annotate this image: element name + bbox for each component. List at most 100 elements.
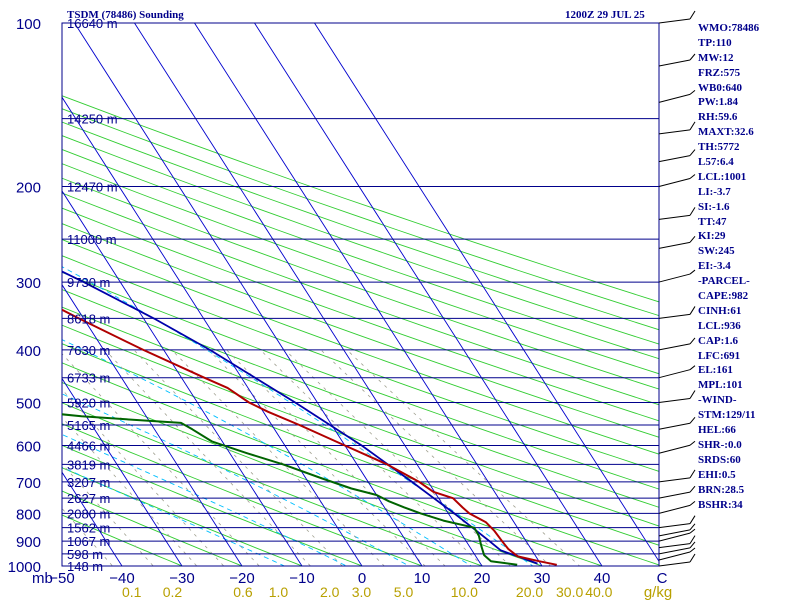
panel-item: RH:59.6	[698, 111, 738, 124]
panel-item: BSHR:34	[698, 498, 743, 511]
mixing-ratio-line	[171, 349, 385, 566]
pressure-label: 300	[16, 275, 41, 292]
panel-item: CAPE:982	[698, 290, 749, 303]
panel-item: -PARCEL-	[698, 275, 750, 288]
height-label: 148 m	[67, 559, 103, 574]
moist-adiabat	[62, 434, 348, 566]
wind-barb	[658, 59, 691, 67]
wind-barb-flag	[689, 89, 696, 95]
temperature-tick-label: C	[657, 570, 668, 587]
dewpoint-line	[62, 413, 518, 566]
isotherm	[62, 377, 183, 566]
mixing-ratio-line	[62, 507, 114, 566]
mixing-ratio-label: 20.0	[516, 584, 543, 600]
dry-adiabat	[62, 108, 659, 317]
height-label: 3207 m	[67, 475, 110, 490]
mixing-ratio-line	[62, 463, 154, 566]
pressure-label: 900	[16, 534, 41, 551]
pressure-label: 600	[16, 439, 41, 456]
dry-adiabat	[62, 289, 659, 508]
wind-barb	[658, 241, 691, 249]
dry-adiabat	[62, 121, 659, 331]
isotherm	[254, 23, 603, 566]
pressure-label: 200	[16, 179, 41, 196]
wind-barb-flag	[689, 440, 696, 446]
pressure-label: 1000	[8, 559, 41, 576]
mixing-ratio-label: 5.0	[394, 584, 414, 600]
wind-barb-flag	[689, 390, 696, 399]
mixing-ratio-unit: g/kg	[644, 584, 672, 600]
wind-barb	[658, 543, 691, 549]
wind-barb-flag	[689, 365, 696, 371]
height-label: 1562 m	[67, 521, 110, 536]
panel-item: TP:110	[698, 36, 732, 49]
wind-barb-flag	[689, 485, 696, 493]
dry-adiabat	[62, 402, 484, 566]
mixing-ratio-label: 1.0	[269, 584, 289, 600]
wind-barb-flag	[689, 53, 696, 61]
temperature-tick-label: 30	[534, 570, 551, 587]
dry-adiabat	[62, 514, 184, 566]
wind-barb	[658, 177, 691, 187]
panel-item: LI:-3.7	[698, 185, 731, 198]
dry-adiabat	[62, 423, 424, 566]
temperature-tick-label: 10	[414, 570, 431, 587]
mixing-ratio-label: 10.0	[451, 584, 478, 600]
height-label: 8618 m	[67, 311, 110, 326]
wind-barb	[658, 529, 691, 537]
pressure-unit-label: mb	[32, 570, 53, 587]
wind-barb-flag	[689, 207, 696, 216]
mixing-ratio-line	[133, 349, 343, 566]
mixing-ratio-line	[284, 349, 511, 566]
wind-barb-flag	[689, 528, 696, 534]
mixing-ratio-line	[320, 349, 551, 566]
panel-item: EL:161	[698, 364, 733, 377]
panel-item: SHR-:0.0	[698, 438, 742, 451]
temperature-tick-label: 20	[474, 570, 491, 587]
wind-barb	[658, 444, 691, 454]
height-label: 16640 m	[67, 16, 118, 31]
dry-adiabat	[62, 490, 244, 566]
height-label: 6733 m	[67, 371, 110, 386]
temperature-tick-label: −20	[229, 570, 254, 587]
height-label: 11000 m	[67, 232, 117, 247]
height-label: 14250 m	[67, 112, 118, 127]
mixing-ratio-label: 0.1	[122, 584, 142, 600]
mixing-ratio-label: 40.0	[585, 584, 612, 600]
panel-item: SW:245	[698, 245, 735, 258]
wind-barb	[658, 422, 691, 430]
panel-item: WMO:78486	[698, 22, 760, 34]
dry-adiabat	[62, 149, 659, 360]
mixing-ratio-line	[62, 388, 225, 566]
wind-barb	[658, 93, 691, 103]
panel-item: CAP:1.6	[698, 334, 739, 347]
wind-barb-flag	[689, 269, 696, 275]
temperature-tick-label: 0	[358, 570, 366, 587]
isotherm	[62, 283, 243, 566]
mixing-ratio-line	[260, 349, 484, 566]
panel-item: CINH:61	[698, 304, 742, 317]
isotherm	[62, 190, 303, 566]
dry-adiabat	[62, 444, 364, 566]
dry-adiabat	[62, 467, 304, 566]
height-label: 4466 m	[67, 439, 110, 454]
mixing-ratio-label: 0.2	[163, 584, 183, 600]
panel-item: LCL:936	[698, 319, 741, 332]
temperature-tick-label: −40	[109, 570, 134, 587]
dry-adiabat	[62, 381, 544, 566]
dry-adiabat	[62, 343, 659, 566]
dry-adiabat	[62, 271, 659, 490]
dry-adiabat	[62, 239, 659, 455]
panel-item: LFC:691	[698, 349, 741, 362]
height-label: 1067 m	[67, 534, 110, 549]
isotherm	[62, 565, 63, 566]
wind-barb-flag	[689, 236, 696, 243]
panel-item: MW:12	[698, 51, 734, 64]
isotherm	[62, 471, 123, 566]
panel-item: TT:47	[698, 215, 727, 228]
wind-barb-flag	[689, 416, 696, 424]
panel-item: MAXT:32.6	[698, 126, 754, 139]
wind-barb	[658, 155, 691, 163]
panel-item: MPL:101	[698, 379, 743, 392]
dry-adiabat	[62, 135, 659, 345]
